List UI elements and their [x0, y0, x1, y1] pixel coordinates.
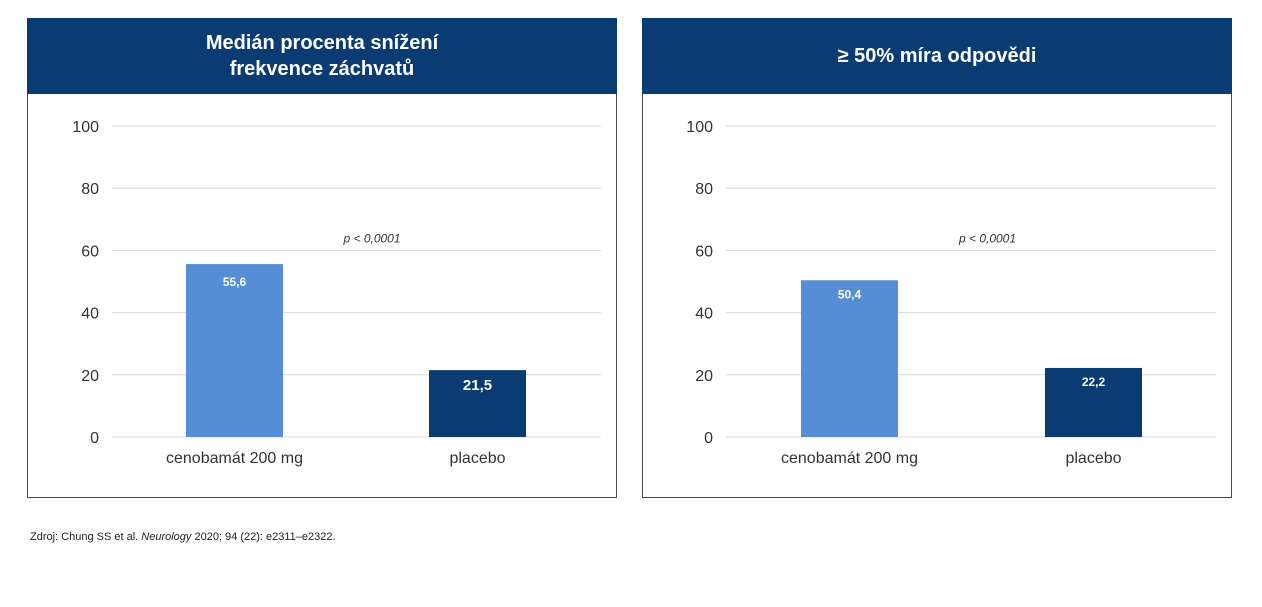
bar-cenobamate [801, 280, 898, 437]
y-tick-label: 0 [90, 430, 99, 447]
p-value-annotation: p < 0,0001 [958, 231, 1016, 245]
y-tick-label: 60 [695, 243, 713, 260]
y-tick-label: 0 [704, 430, 713, 447]
source-prefix: Zdroj: Chung SS et al. [30, 531, 142, 543]
chart-panel-response-rate: ≥ 50% míra odpovědi 0 20 40 60 80 100 50,4 ceno… [642, 18, 1232, 498]
x-category-label: placebo [1065, 450, 1121, 467]
y-tick-label: 80 [81, 181, 99, 198]
y-tick-label: 60 [81, 243, 99, 260]
y-tick-label: 20 [695, 368, 713, 385]
bar-chart: 0 20 40 60 80 100 55,6 cenobamát 200 mg 21,5 plac… [72, 119, 601, 467]
bar-chart: 0 20 40 60 80 100 50,4 cenobamát 200 mg 22,2 plac… [686, 119, 1216, 467]
chart-title: ≥ 50% míra odpovědi [642, 18, 1232, 94]
bar-value-label: 50,4 [838, 287, 862, 301]
y-tick-label: 100 [686, 119, 713, 136]
x-category-label: placebo [449, 450, 505, 467]
source-suffix: 2020; 94 (22): e2311–e2322. [191, 531, 336, 543]
bar-value-label: 55,6 [223, 275, 247, 289]
bar-value-label: 22,2 [1082, 375, 1106, 389]
y-tick-label: 40 [695, 306, 713, 323]
y-tick-label: 20 [81, 368, 99, 385]
bar-value-label: 21,5 [463, 377, 492, 394]
y-tick-label: 80 [695, 181, 713, 198]
y-tick-label: 40 [81, 306, 99, 323]
bar-placebo [1045, 367, 1142, 437]
source-citation: Zdroj: Chung SS et al. Neurology 2020; 9… [30, 531, 336, 543]
y-tick-label: 100 [72, 119, 99, 136]
bar-cenobamate [186, 264, 283, 437]
x-category-label: cenobamát 200 mg [781, 450, 918, 467]
x-category-label: cenobamát 200 mg [166, 450, 303, 467]
bar-placebo [429, 370, 526, 437]
p-value-annotation: p < 0,0001 [342, 231, 400, 245]
chart-panel-median-reduction: Medián procenta snížení frekvence záchva… [27, 18, 617, 498]
chart-title: Medián procenta snížení frekvence záchva… [27, 18, 617, 94]
source-journal: Neurology [141, 531, 192, 543]
